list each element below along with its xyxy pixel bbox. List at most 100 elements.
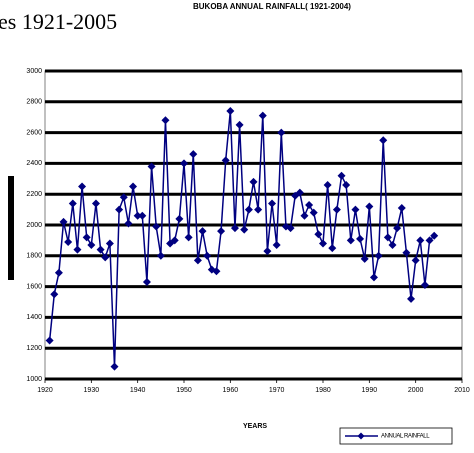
y-tick-label: 3000 xyxy=(26,68,42,75)
marker xyxy=(393,224,402,233)
x-tick-label: 1970 xyxy=(269,387,285,394)
marker xyxy=(147,162,156,171)
marker xyxy=(78,182,87,191)
marker xyxy=(235,120,244,129)
marker xyxy=(346,236,355,245)
marker xyxy=(383,233,392,242)
marker xyxy=(68,199,77,208)
marker xyxy=(105,239,114,248)
legend-marker xyxy=(357,432,365,440)
marker xyxy=(129,182,138,191)
marker xyxy=(323,180,332,189)
marker xyxy=(356,234,365,243)
marker xyxy=(59,217,68,226)
marker xyxy=(230,224,239,233)
marker xyxy=(91,199,100,208)
marker xyxy=(73,245,82,254)
marker xyxy=(305,200,314,209)
marker xyxy=(226,107,235,116)
marker xyxy=(96,245,105,254)
marker xyxy=(369,273,378,282)
y-tick-label: 2400 xyxy=(26,160,42,167)
x-tick-label: 1980 xyxy=(315,387,331,394)
marker xyxy=(142,277,151,286)
marker xyxy=(351,205,360,214)
marker xyxy=(416,236,425,245)
marker xyxy=(309,208,318,217)
y-tick-label: 2000 xyxy=(26,222,42,229)
x-axis-label: YEARS xyxy=(243,423,267,430)
y-tick-label: 2600 xyxy=(26,129,42,136)
chart-title: BUKOBA ANNUAL RAINFALL( 1921-2004) xyxy=(193,2,351,11)
marker xyxy=(295,188,304,197)
marker xyxy=(82,233,91,242)
marker xyxy=(319,239,327,248)
marker xyxy=(328,244,337,253)
marker xyxy=(314,230,323,239)
axis-label-bar xyxy=(8,176,14,280)
marker xyxy=(397,204,406,213)
marker xyxy=(217,227,226,236)
x-tick-label: 1920 xyxy=(37,387,53,394)
marker xyxy=(50,290,59,299)
line xyxy=(48,110,435,367)
y-tick-label: 1800 xyxy=(26,253,42,260)
marker xyxy=(124,219,133,228)
y-tick-label: 1200 xyxy=(26,345,42,352)
y-tick-label: 1400 xyxy=(26,314,42,321)
marker xyxy=(254,205,263,214)
marker xyxy=(342,180,351,189)
marker xyxy=(221,156,230,165)
marker xyxy=(249,177,258,186)
marker xyxy=(240,225,249,234)
x-tick-label: 2000 xyxy=(408,387,424,394)
marker xyxy=(175,214,184,223)
x-tick-label: 1990 xyxy=(362,387,378,394)
marker xyxy=(193,256,202,265)
marker xyxy=(244,205,253,214)
marker xyxy=(87,241,96,250)
marker xyxy=(332,205,341,214)
marker xyxy=(64,237,73,246)
x-tick-label: 1960 xyxy=(223,387,239,394)
marker xyxy=(411,256,420,265)
marker xyxy=(374,251,383,260)
marker xyxy=(425,236,434,245)
y-tick-label: 2200 xyxy=(26,191,42,198)
marker xyxy=(133,211,142,220)
marker xyxy=(360,254,369,263)
marker xyxy=(277,128,286,137)
marker xyxy=(258,111,267,120)
subtitle: es 1921-2005 xyxy=(0,9,117,34)
marker xyxy=(119,193,128,202)
marker xyxy=(115,205,124,214)
marker xyxy=(138,211,147,220)
marker xyxy=(402,248,411,257)
legend xyxy=(339,427,453,445)
marker xyxy=(337,171,346,180)
y-tick-label: 2800 xyxy=(26,99,42,106)
marker xyxy=(101,253,110,262)
marker xyxy=(407,294,416,303)
x-tick-label: 1940 xyxy=(130,387,146,394)
marker xyxy=(212,267,221,276)
marker xyxy=(189,150,198,159)
marker xyxy=(170,236,179,245)
marker xyxy=(156,251,165,260)
marker xyxy=(300,211,309,220)
marker xyxy=(45,336,54,345)
marker xyxy=(420,281,429,290)
x-tick-label: 1950 xyxy=(176,387,192,394)
marker xyxy=(152,222,161,231)
marker xyxy=(365,202,374,211)
marker xyxy=(184,233,193,242)
marker xyxy=(110,362,119,371)
x-tick-label: 1930 xyxy=(84,387,100,394)
x-tick-label: 2010 xyxy=(454,387,470,394)
y-tick-label: 1000 xyxy=(26,376,42,383)
marker xyxy=(203,251,212,260)
marker xyxy=(198,227,207,236)
marker xyxy=(379,136,388,145)
marker xyxy=(286,224,295,233)
